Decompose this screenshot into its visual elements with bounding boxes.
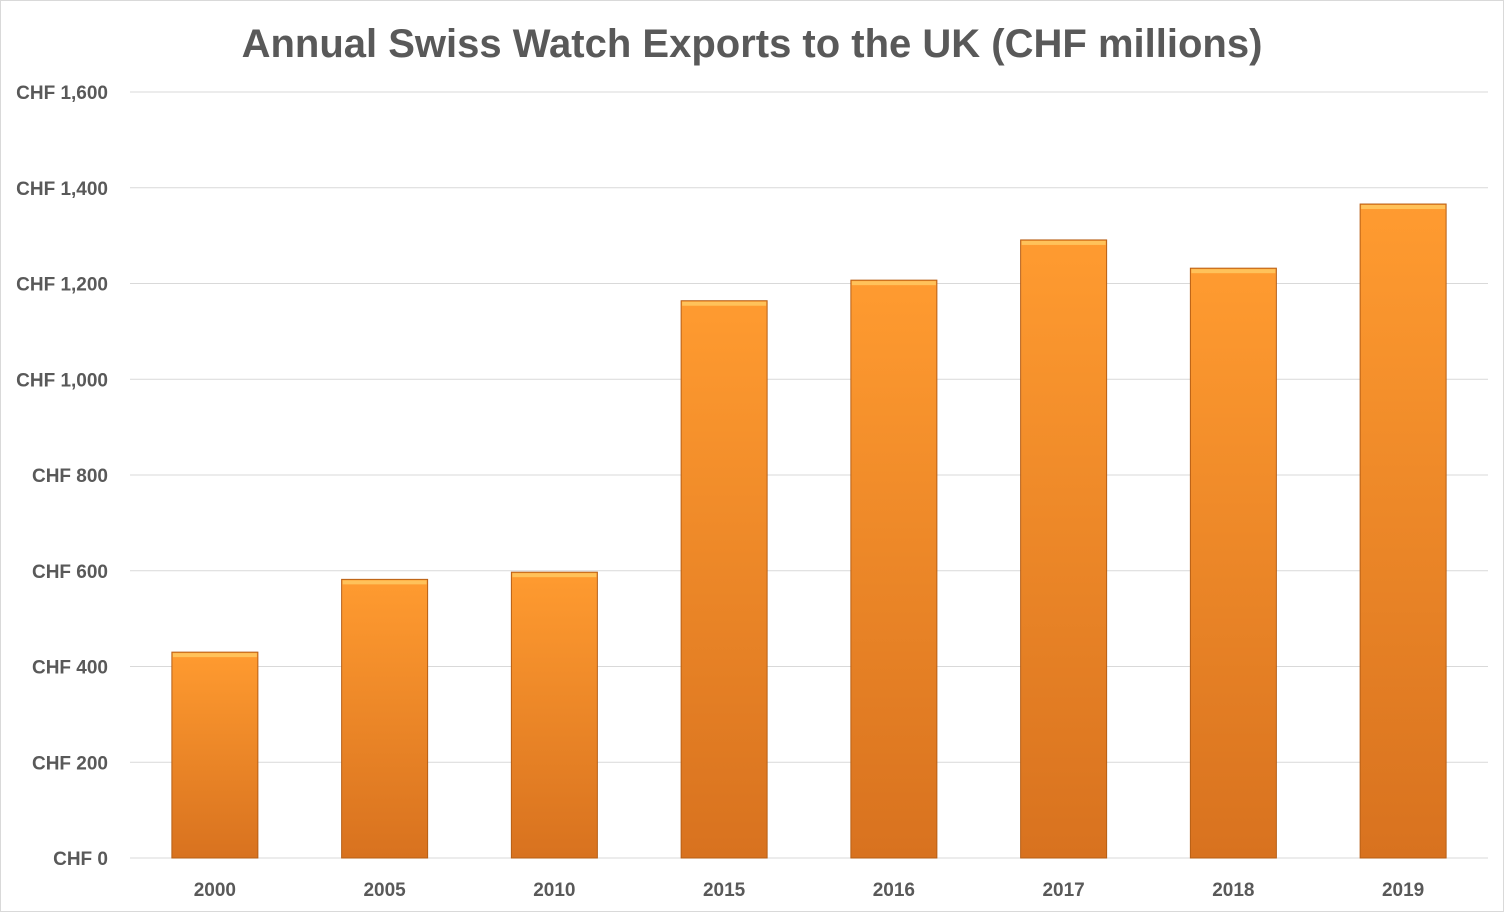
bar-bevel bbox=[1191, 269, 1276, 274]
bar-2000 bbox=[171, 651, 259, 859]
bar-2005 bbox=[341, 578, 429, 859]
y-tick-label: CHF 200 bbox=[32, 753, 108, 774]
bar-bevel bbox=[342, 580, 427, 585]
bar-bevel bbox=[1361, 205, 1446, 210]
bar-bevel bbox=[1021, 240, 1106, 245]
y-tick-label: CHF 800 bbox=[32, 466, 108, 487]
bar-bevel bbox=[512, 573, 597, 578]
x-tick-label: 2017 bbox=[1042, 880, 1084, 901]
y-tick-label: CHF 1,000 bbox=[16, 370, 108, 391]
x-tick-label: 2019 bbox=[1382, 880, 1424, 901]
y-tick-label: CHF 1,200 bbox=[16, 275, 108, 296]
bar-bevel bbox=[851, 281, 936, 286]
y-tick-label: CHF 0 bbox=[53, 849, 108, 870]
y-tick-label: CHF 1,600 bbox=[16, 83, 108, 104]
bar-2019 bbox=[1359, 203, 1447, 859]
bar-2016 bbox=[850, 279, 938, 859]
bar-2017 bbox=[1020, 239, 1108, 859]
y-tick-label: CHF 1,400 bbox=[16, 179, 108, 200]
y-tick-label: CHF 400 bbox=[32, 658, 108, 679]
bar-2018 bbox=[1189, 267, 1277, 859]
bar-bevel bbox=[682, 301, 767, 306]
chart-title: Annual Swiss Watch Exports to the UK (CH… bbox=[242, 22, 1263, 66]
bar-2010 bbox=[510, 571, 598, 859]
x-tick-label: 2016 bbox=[873, 880, 915, 901]
bar-bevel bbox=[172, 653, 257, 658]
x-tick-label: 2015 bbox=[703, 880, 746, 901]
y-tick-label: CHF 600 bbox=[32, 562, 108, 583]
x-tick-label: 2018 bbox=[1212, 880, 1254, 901]
x-tick-label: 2010 bbox=[533, 880, 575, 901]
bar-2015 bbox=[680, 300, 768, 859]
x-tick-label: 2000 bbox=[194, 880, 236, 901]
x-tick-label: 2005 bbox=[363, 880, 406, 901]
